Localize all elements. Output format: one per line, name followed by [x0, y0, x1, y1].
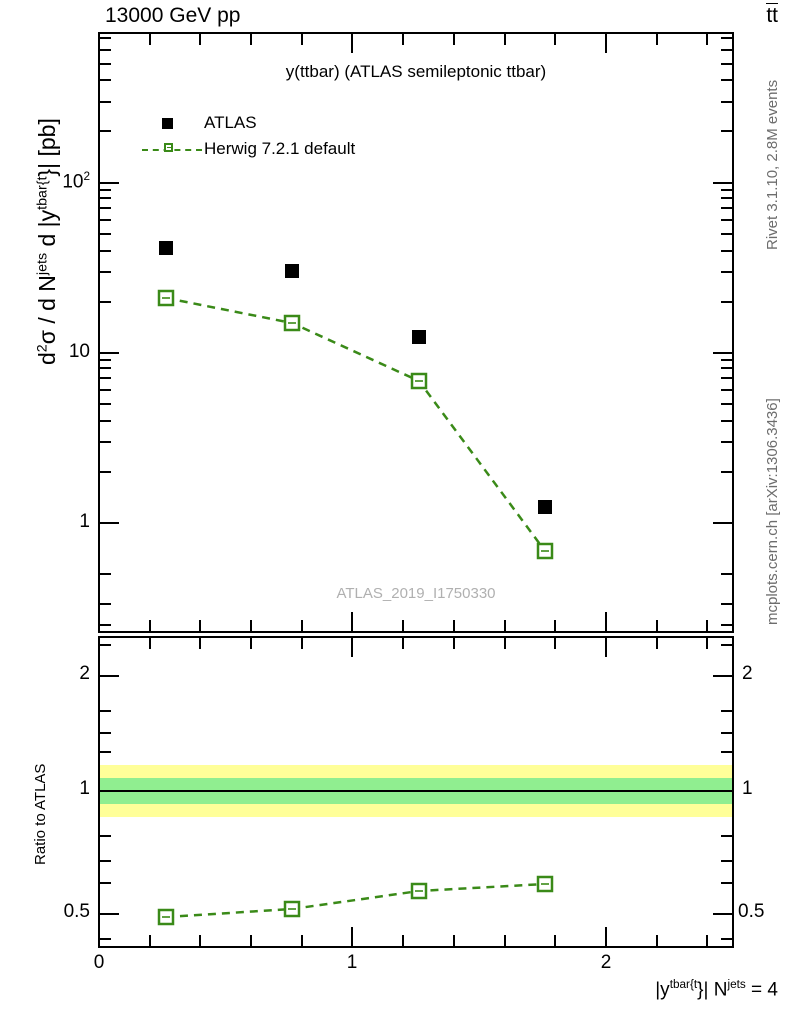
ratio-y-ticks-left: [99, 644, 119, 940]
x-axis-title-sup: tbar{t: [669, 978, 698, 991]
analysis-watermark: ATLAS_2019_I1750330: [336, 585, 496, 602]
process-label-text: tt: [766, 3, 778, 27]
series-markers-herwig-main: [157, 289, 554, 560]
x-tick-label-1: 1: [346, 952, 358, 973]
series-markers-herwig-ratio: [157, 875, 554, 926]
x-tick-label-2: 2: [600, 952, 612, 973]
main-panel-y-ticks-left: [99, 37, 119, 626]
y-tick-label-10: 10: [68, 341, 90, 362]
legend-marker-open-square-dashed-icon: [140, 138, 204, 160]
x-axis-title-njets: jets: [727, 978, 746, 991]
legend: ATLAS Herwig 7.2.1 default: [140, 110, 355, 162]
legend-entry-atlas[interactable]: ATLAS: [140, 110, 355, 136]
ratio-y-tick-label-1: 1: [79, 778, 90, 799]
ratio-x-ticks: [98, 637, 708, 947]
series-markers-atlas-main: [159, 241, 552, 514]
main-panel-x-ticks: [98, 33, 708, 632]
series-errorbars-herwig-main: [162, 297, 549, 552]
y-tick-label-1: 1: [79, 511, 90, 532]
ratio-y-tick-label-2: 2: [79, 663, 90, 684]
ratio-y-tick-label-0.5: 0.5: [63, 901, 90, 922]
legend-entry-herwig[interactable]: Herwig 7.2.1 default: [140, 136, 355, 162]
ratio-y-tick-label-right-1: 1: [742, 778, 753, 799]
legend-marker-filled-square-icon: [140, 112, 204, 134]
x-axis-title-eq: = 4: [745, 979, 778, 1001]
series-line-herwig-ratio: [165, 882, 546, 919]
ratio-y-tick-label-right-2: 2: [742, 663, 753, 684]
legend-label-herwig: Herwig 7.2.1 default: [204, 139, 356, 158]
ratio-y-ticks-right: [713, 644, 733, 940]
series-errorbars-herwig-ratio: [162, 883, 549, 918]
y-tick-label-100: 102: [62, 170, 90, 193]
main-panel-y-ticks-right: [713, 37, 733, 626]
plot-title: y(ttbar) (ATLAS semileptonic ttbar): [285, 62, 547, 81]
main-panel-frame: [98, 32, 734, 633]
ratio-y-tick-label-right-0.5: 0.5: [738, 901, 765, 922]
x-tick-label-0: 0: [93, 952, 105, 973]
x-axis-title-mid: }| N: [697, 979, 728, 1001]
series-line-herwig-main: [165, 296, 547, 552]
beam-energy-label: 13000 GeV pp: [105, 4, 241, 27]
legend-label-atlas: ATLAS: [204, 113, 257, 132]
process-label: tt: [766, 3, 778, 28]
x-axis-title: |ytbar{t}| Njets = 4: [655, 978, 778, 1001]
x-axis-title-y: |y: [655, 979, 670, 1001]
